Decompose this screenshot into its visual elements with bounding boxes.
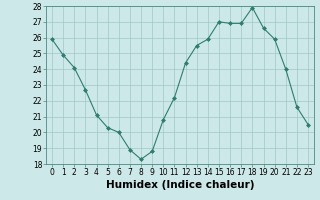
X-axis label: Humidex (Indice chaleur): Humidex (Indice chaleur) <box>106 180 254 190</box>
